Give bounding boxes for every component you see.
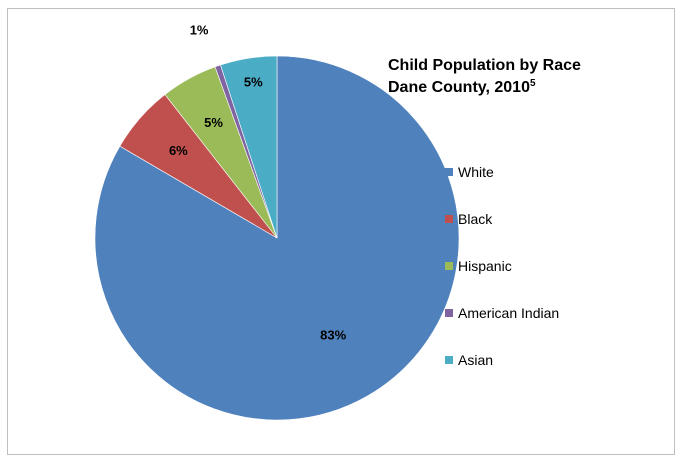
legend-swatch-asian [445, 356, 453, 364]
chart-title: Child Population by Race Dane County, 20… [388, 55, 638, 99]
chart-title-line2-text: Dane County, 2010 [388, 79, 530, 96]
legend-label-hispanic: Hispanic [458, 258, 512, 274]
chart-title-line1: Child Population by Race [388, 57, 581, 74]
data-label-black: 6% [169, 143, 188, 158]
chart-title-footnote: 5 [529, 78, 536, 89]
legend-item-american-indian: American Indian [445, 303, 645, 350]
legend-item-white: White [445, 162, 645, 209]
legend-item-black: Black [445, 209, 645, 256]
data-label-hispanic: 5% [204, 115, 223, 130]
pie-data-labels: 83% 6% 5% 1% 5% [169, 22, 347, 342]
legend-label-asian: Asian [458, 352, 494, 368]
chart-title-line2: Dane County, 20105 [388, 77, 638, 99]
pie-slices [94, 55, 460, 421]
legend-label-american-indian: American Indian [458, 305, 560, 321]
legend: White Black Hispanic American Indian Asian [445, 162, 645, 397]
data-label-white: 83% [320, 327, 346, 342]
legend-label-white: White [458, 164, 494, 180]
data-label-american-indian: 1% [190, 22, 209, 37]
pie-slice-asian [220, 55, 278, 239]
legend-item-asian: Asian [445, 350, 645, 397]
legend-swatch-american-indian [445, 309, 453, 317]
legend-item-hispanic: Hispanic [445, 256, 645, 303]
data-label-asian: 5% [244, 74, 263, 89]
legend-label-black: Black [458, 211, 493, 227]
legend-swatch-black [445, 215, 453, 223]
legend-swatch-hispanic [445, 262, 453, 270]
legend-swatch-white [445, 168, 453, 176]
